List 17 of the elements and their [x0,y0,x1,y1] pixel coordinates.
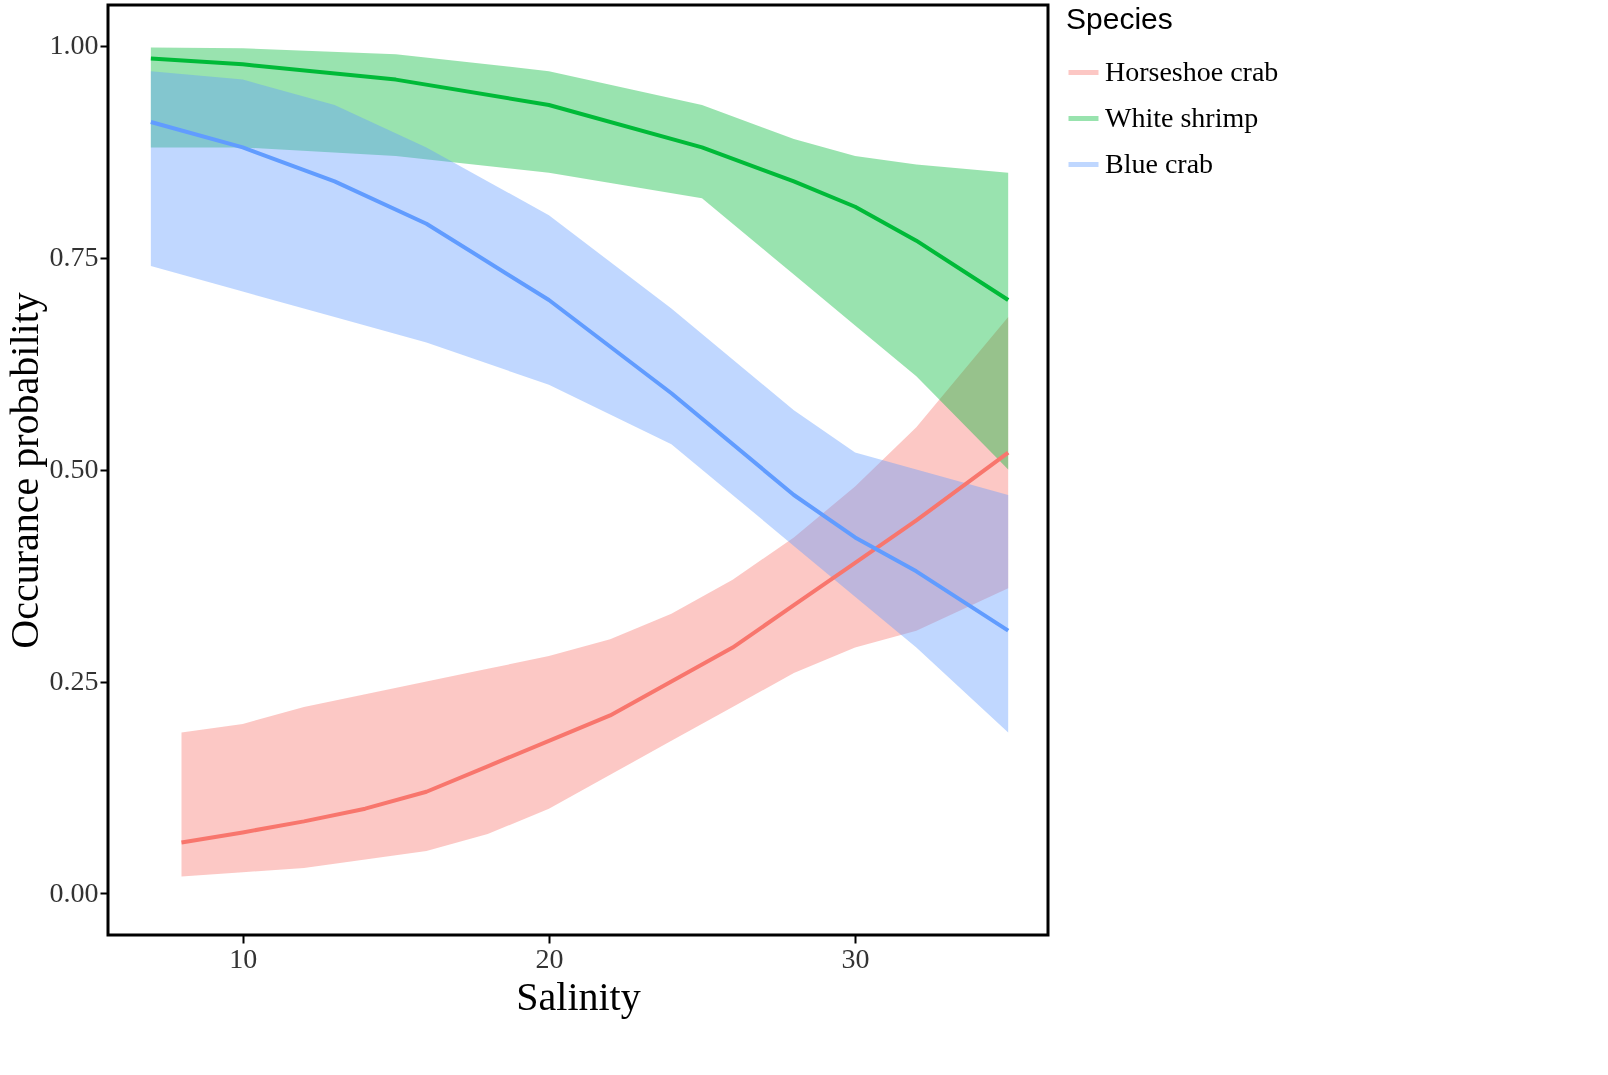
y-tick-label: 1.00 [49,29,99,61]
x-tick-label: 30 [841,942,870,974]
y-tick-label: 0.50 [49,453,99,485]
y-tick-label: 0.25 [49,665,99,697]
line-series [148,56,1011,303]
line-series [148,119,1011,633]
x-axis-title: Salinity [516,973,641,1019]
y-tick-label: 0.00 [49,876,99,908]
x-tick-label: 10 [229,942,258,974]
y-tick-label: 0.75 [49,241,99,273]
legend-label: Horseshoe crab [1105,55,1279,87]
y-axis-title: Occurance probability [1,292,47,649]
legend-label: White shrimp [1105,101,1259,133]
x-tick-label: 20 [535,942,564,974]
legend-label: Blue crab [1105,147,1214,179]
line-series [179,450,1011,845]
legend-title: Species [1066,2,1173,35]
